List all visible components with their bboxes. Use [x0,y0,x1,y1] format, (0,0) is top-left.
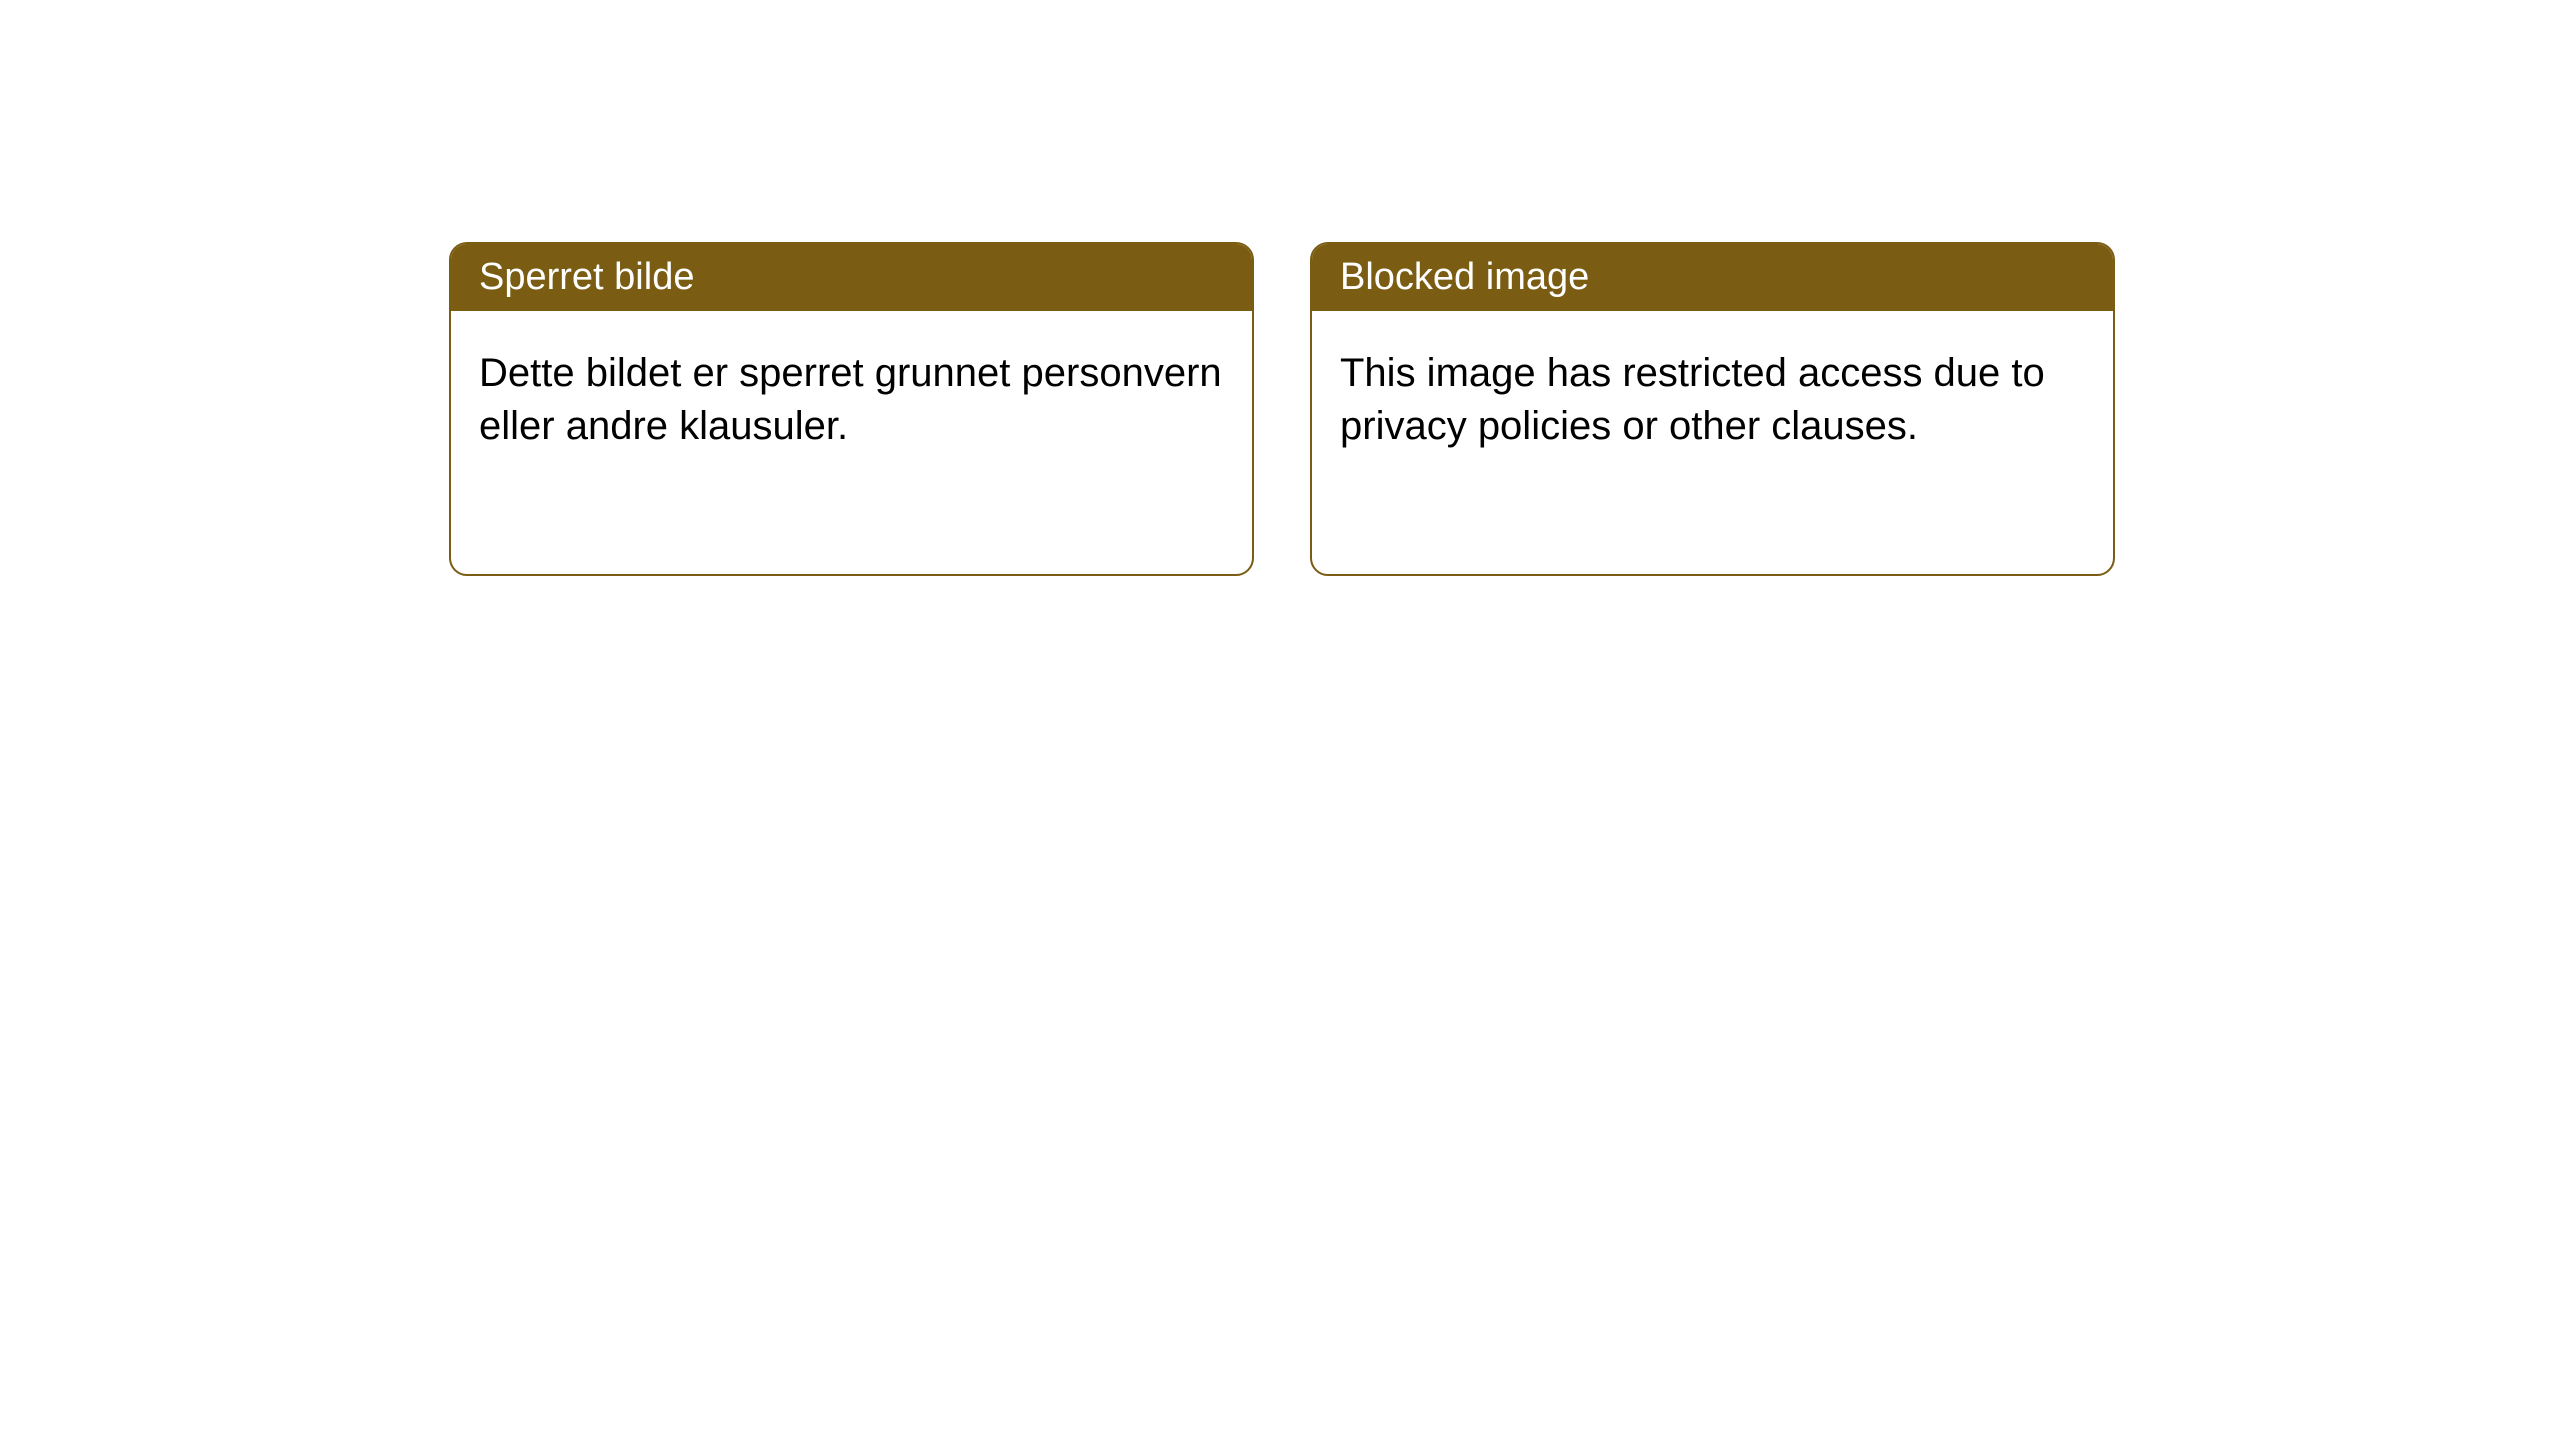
notice-card-header: Blocked image [1312,244,2113,311]
notice-cards-container: Sperret bilde Dette bildet er sperret gr… [0,0,2560,576]
notice-card-body: This image has restricted access due to … [1312,311,2113,489]
notice-card-norwegian: Sperret bilde Dette bildet er sperret gr… [449,242,1254,576]
notice-card-body: Dette bildet er sperret grunnet personve… [451,311,1252,489]
notice-card-english: Blocked image This image has restricted … [1310,242,2115,576]
notice-card-header: Sperret bilde [451,244,1252,311]
